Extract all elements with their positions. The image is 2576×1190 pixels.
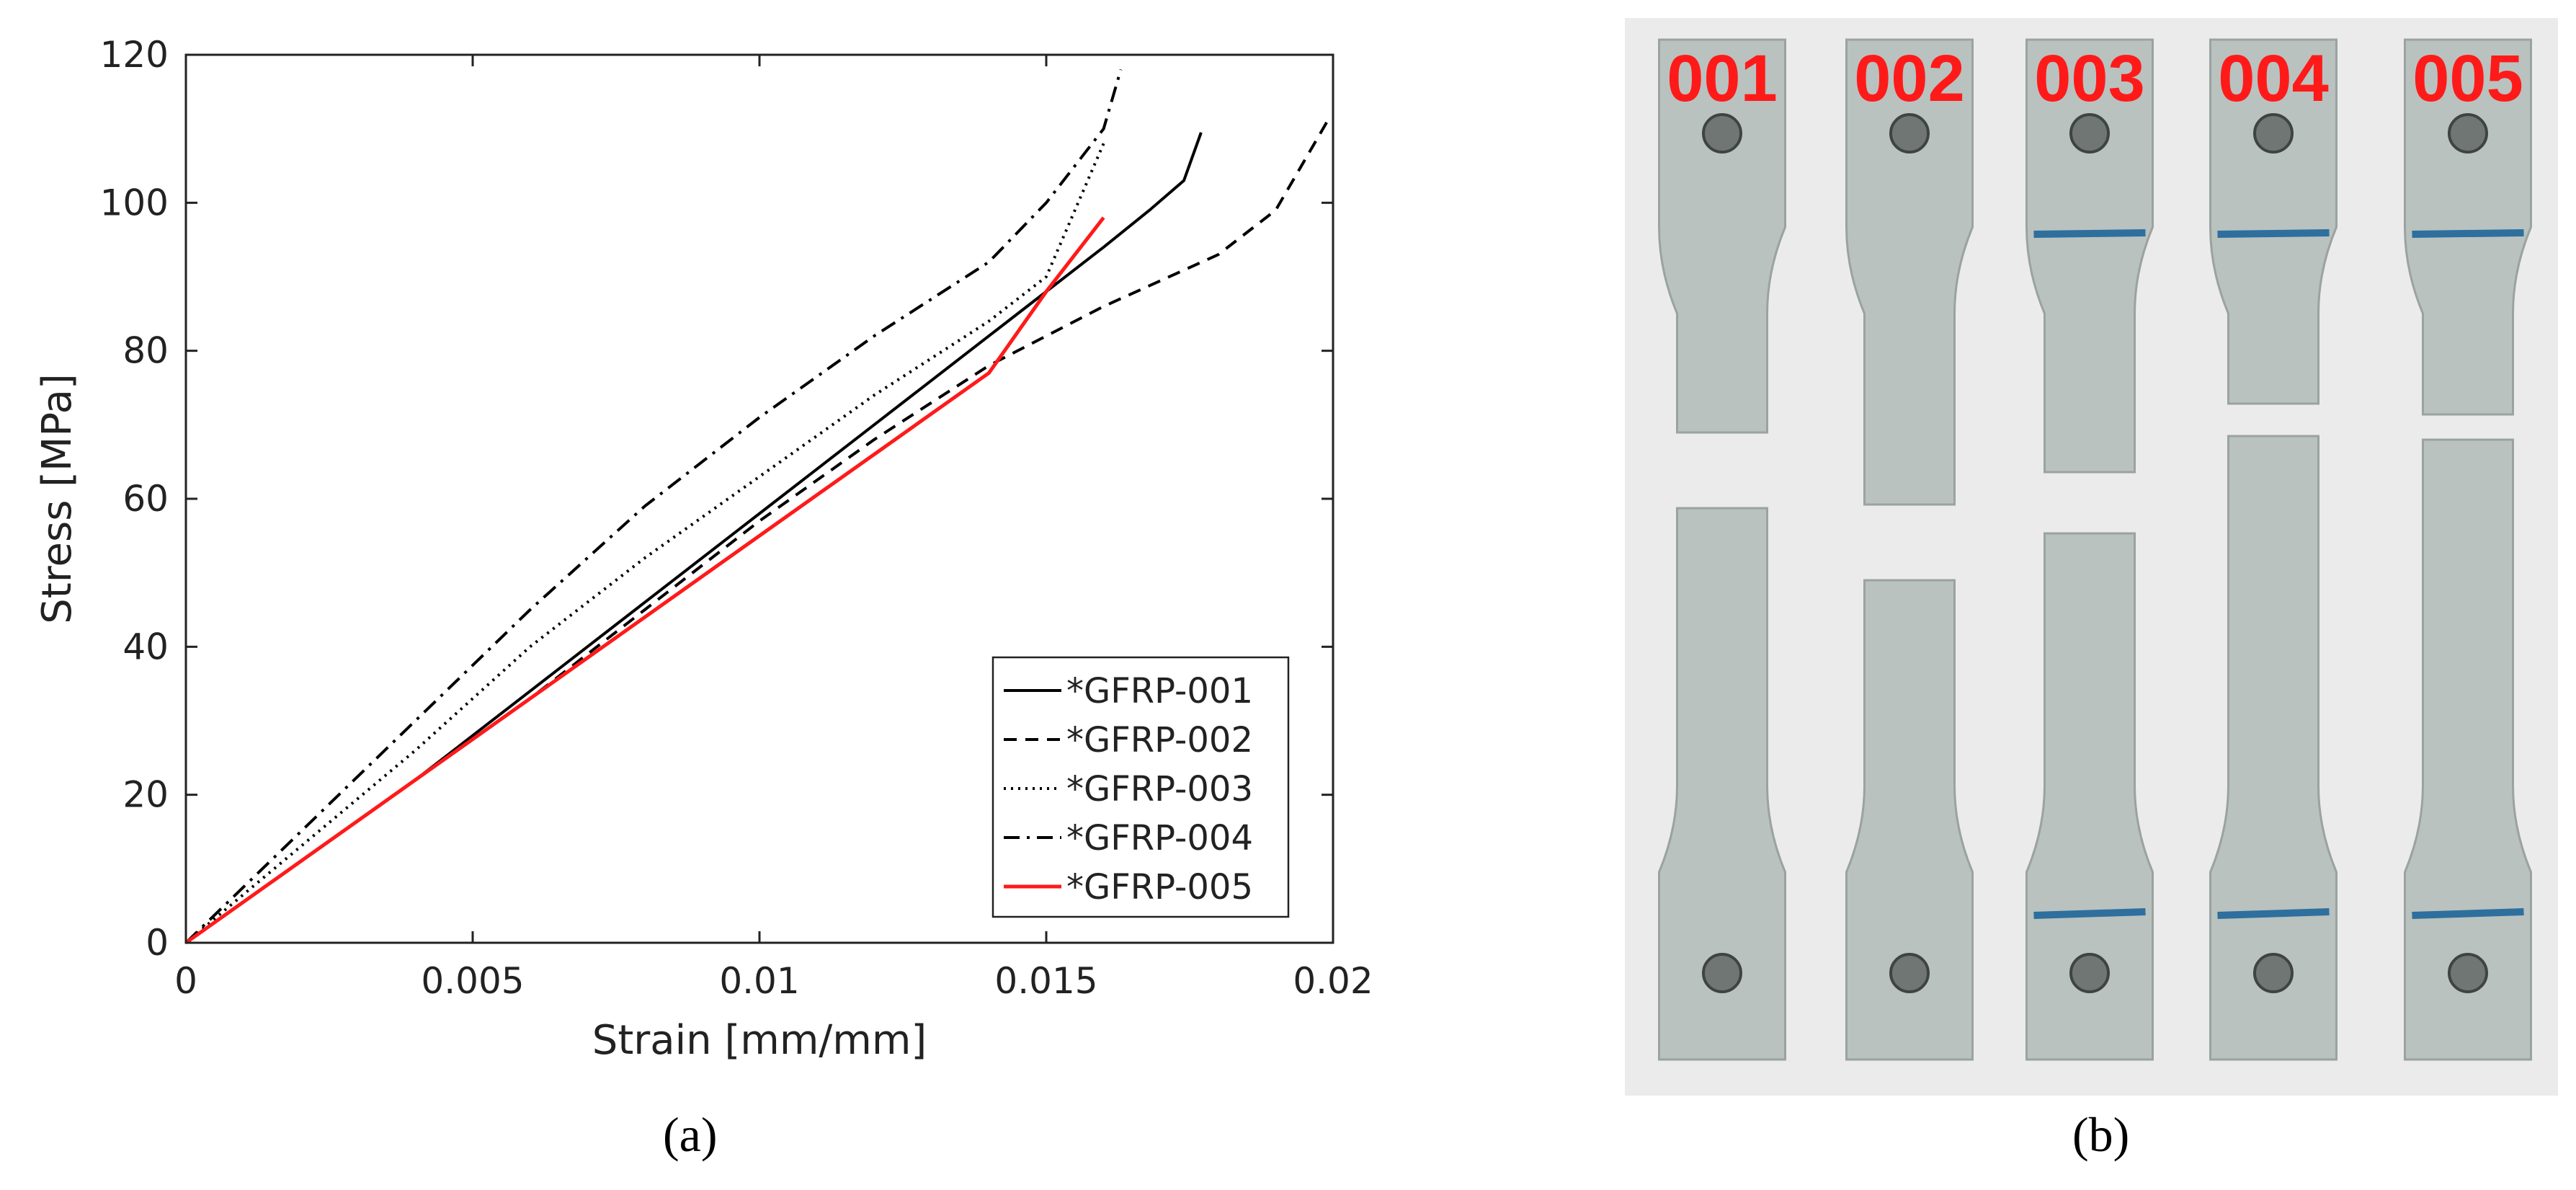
grip-hole <box>1889 953 1930 993</box>
gauge-mark <box>2412 229 2524 238</box>
y-tick-label: 0 <box>146 922 169 964</box>
series-line--gfrp-004 <box>184 68 1123 944</box>
stress-strain-chart: 0 0.005 0.01 0.015 0.02 0 20 40 60 80 100 120 Stra… <box>34 34 1373 1064</box>
panel-label-b: (b) <box>2072 1107 2130 1162</box>
legend-entry: *GFRP-005 <box>1066 867 1253 907</box>
y-tick-label: 80 <box>122 330 169 372</box>
specimen-strip-upper <box>2025 38 2154 474</box>
x-axis-label: Strain [mm/mm] <box>592 1017 927 1064</box>
y-axis-label: Stress [MPa] <box>34 373 81 623</box>
grip-hole <box>2253 113 2294 154</box>
grip-hole <box>1702 113 1742 154</box>
specimen-label: 001 <box>1667 42 1778 115</box>
panel-label-a: (a) <box>663 1107 718 1162</box>
specimen-label: 005 <box>2412 42 2523 115</box>
specimen-label: 003 <box>2034 42 2145 115</box>
specimen-strip-lower <box>1845 579 1974 1061</box>
y-tick-label: 120 <box>100 34 169 76</box>
x-tick-label: 0.005 <box>421 960 524 1002</box>
y-tick-label: 60 <box>122 478 169 520</box>
gauge-mark <box>2033 229 2146 238</box>
series-line--gfrp-005 <box>184 216 1105 945</box>
gauge-mark <box>2217 908 2330 919</box>
specimen-strip-lower <box>1658 507 1786 1061</box>
x-tick-label: 0.01 <box>719 960 799 1002</box>
legend-entry: *GFRP-004 <box>1066 818 1253 858</box>
legend-entry: *GFRP-001 <box>1066 671 1253 711</box>
legend-entry: *GFRP-003 <box>1066 769 1253 809</box>
grip-hole <box>1702 953 1742 993</box>
legend-entry: *GFRP-002 <box>1066 720 1253 760</box>
specimen-label: 002 <box>1854 42 1965 115</box>
series-layer <box>184 68 1329 945</box>
specimen-strip-lower <box>2209 435 2337 1061</box>
specimen-strip-upper <box>2404 38 2532 416</box>
grip-hole <box>1889 113 1930 154</box>
grip-hole <box>2448 113 2488 154</box>
x-tick-label: 0 <box>174 960 197 1002</box>
legend: *GFRP-001 *GFRP-002 *GFRP-003 *GFRP-004 *GFR… <box>991 656 1290 918</box>
specimen-strip-lower <box>2404 438 2532 1061</box>
y-ticks: 0 20 40 60 80 100 120 <box>100 34 1333 964</box>
specimen-label: 004 <box>2218 42 2329 115</box>
x-ticks: 0 0.005 0.01 0.015 0.02 <box>174 55 1373 1002</box>
series-line--gfrp-002 <box>184 120 1329 944</box>
y-tick-label: 20 <box>122 774 169 816</box>
specimen-photo: 001 002 003 004 005 <box>1625 18 2558 1096</box>
gauge-mark <box>2217 229 2330 238</box>
specimen-strip-upper <box>1658 38 1786 434</box>
grip-hole <box>2448 953 2488 993</box>
specimen-strip-upper <box>1845 38 1974 506</box>
y-tick-label: 40 <box>122 626 169 667</box>
x-tick-label: 0.02 <box>1293 960 1373 1002</box>
grip-hole <box>2069 953 2110 993</box>
legend-box <box>991 656 1290 918</box>
gauge-mark <box>2412 908 2524 919</box>
x-tick-label: 0.015 <box>994 960 1097 1002</box>
specimen-strip-lower <box>2025 532 2154 1061</box>
grip-hole <box>2069 113 2110 154</box>
gauge-mark <box>2033 908 2146 919</box>
y-tick-label: 100 <box>100 182 169 223</box>
grip-hole <box>2253 953 2294 993</box>
series-line--gfrp-003 <box>184 143 1105 944</box>
specimen-strip-upper <box>2209 38 2337 405</box>
